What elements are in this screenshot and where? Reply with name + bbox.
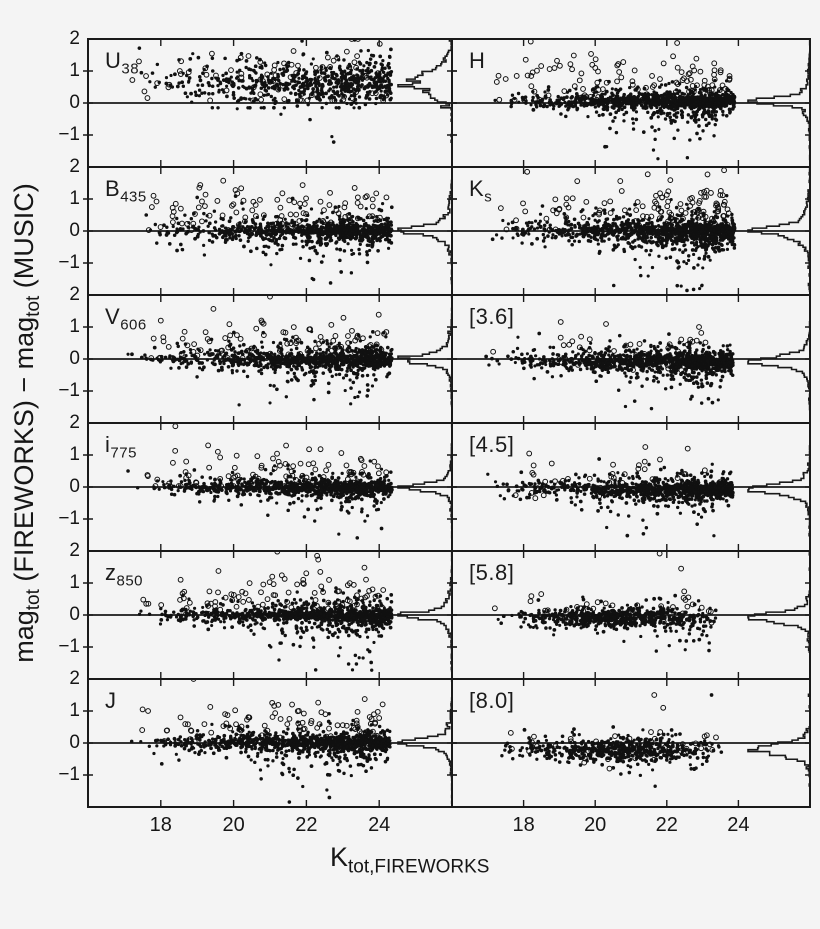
scatter-panels-canvas [0, 0, 820, 929]
figure: Ktot,FIREWORKS magtot (FIREWORKS) − magt… [0, 0, 820, 929]
